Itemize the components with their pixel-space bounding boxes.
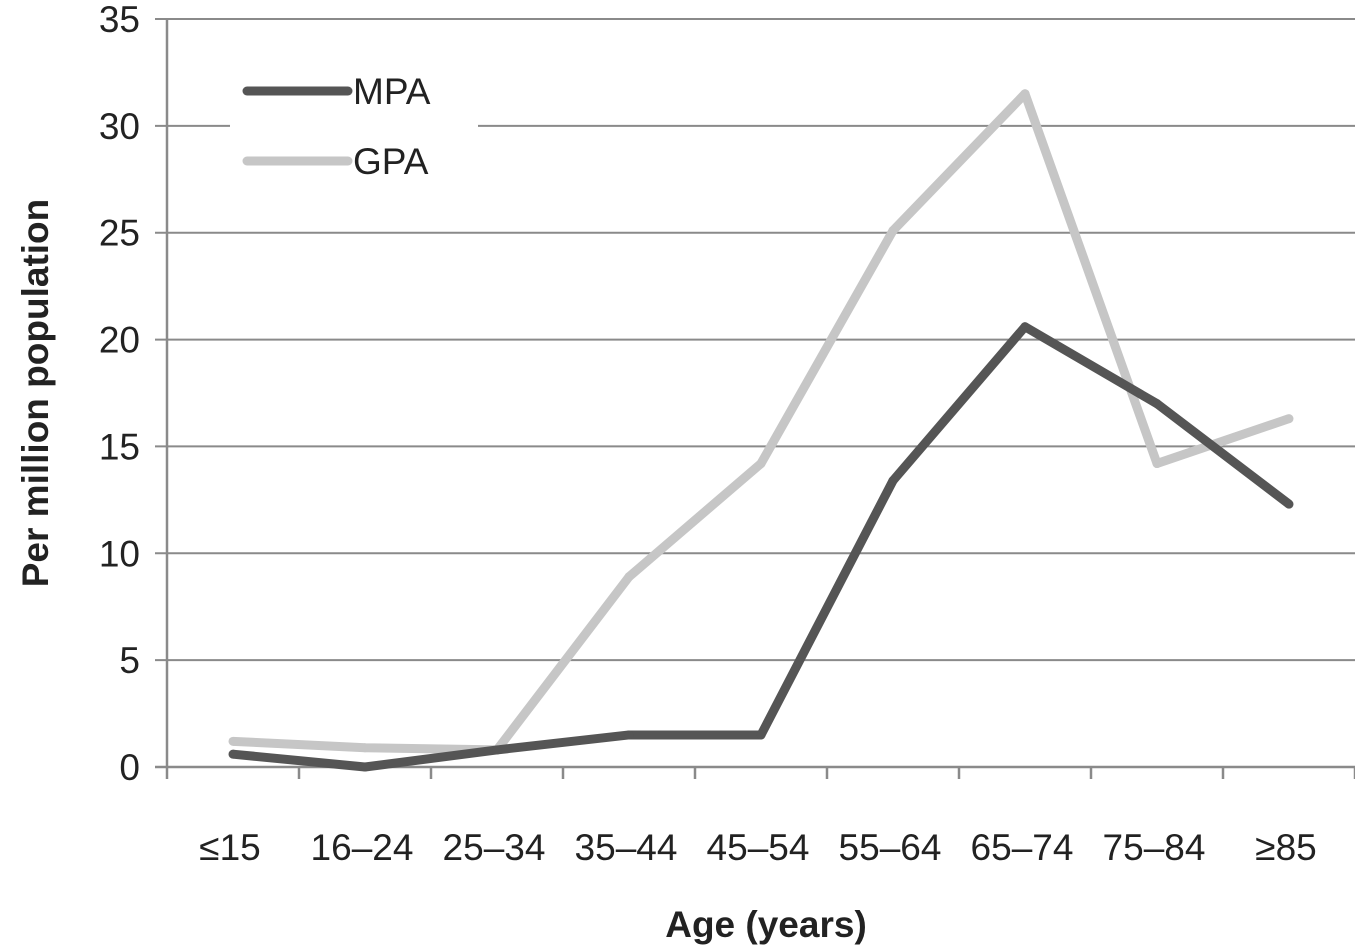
x-tick-label: 75–84 [1103, 827, 1206, 868]
y-axis-tick-labels: 0 5 10 15 20 25 30 35 [99, 0, 140, 788]
data-point-mpa [1152, 399, 1162, 409]
series-lines [228, 89, 1294, 772]
data-point-gpa [1152, 459, 1162, 469]
y-tick-label: 5 [119, 640, 140, 681]
data-point-gpa [1020, 89, 1030, 99]
data-point-gpa [624, 572, 634, 582]
y-axis-title: Per million population [15, 199, 56, 588]
y-tick-label: 0 [119, 747, 140, 788]
y-tick-label: 10 [99, 533, 140, 574]
x-axis-title: Age (years) [665, 904, 867, 945]
data-point-gpa [1284, 414, 1294, 424]
legend-label-gpa: GPA [353, 141, 429, 182]
data-point-gpa [360, 743, 370, 753]
data-point-mpa [228, 749, 238, 759]
x-tick-label: 55–64 [839, 827, 942, 868]
data-point-mpa [1020, 322, 1030, 332]
data-point-gpa [228, 736, 238, 746]
legend-label-mpa: MPA [353, 71, 431, 112]
data-point-mpa [360, 762, 370, 772]
x-tick-label: ≤15 [199, 827, 260, 868]
x-tick-label: 35–44 [575, 827, 678, 868]
data-point-gpa [888, 226, 898, 236]
y-tick-label: 15 [99, 426, 140, 467]
y-tick-label: 30 [99, 106, 140, 147]
x-tick-label: ≥85 [1255, 827, 1316, 868]
y-tick-label: 35 [99, 0, 140, 40]
x-tick-label: 25–34 [443, 827, 546, 868]
x-tick-label: 45–54 [707, 827, 810, 868]
data-point-mpa [624, 730, 634, 740]
series-line-mpa [232, 322, 1292, 772]
legend: MPA GPA [230, 58, 478, 200]
x-axis-tick-labels: ≤15 16–24 25–34 35–44 45–54 55–64 65–74 75–84 ≥8… [199, 827, 1316, 868]
x-tick-label: 65–74 [971, 827, 1074, 868]
legend-background [230, 58, 478, 200]
data-point-mpa [492, 745, 502, 755]
data-point-mpa [1284, 499, 1294, 509]
y-tick-label: 25 [99, 213, 140, 254]
data-point-mpa [756, 730, 766, 740]
data-point-gpa [756, 459, 766, 469]
data-point-mpa [888, 476, 898, 486]
y-tick-label: 20 [99, 320, 140, 361]
x-tick-label: 16–24 [311, 827, 414, 868]
